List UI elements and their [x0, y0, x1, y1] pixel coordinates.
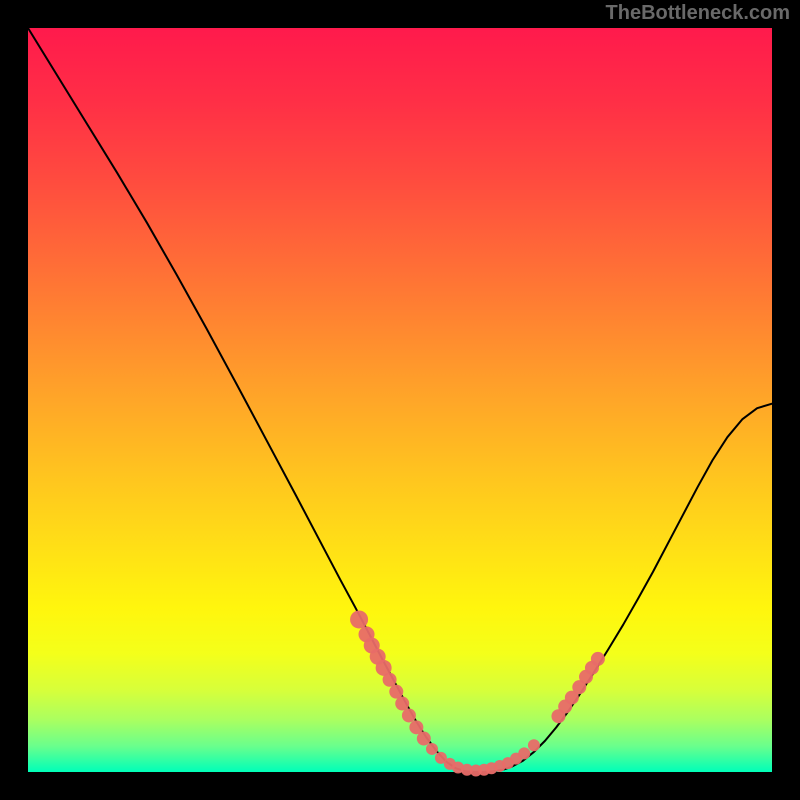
data-marker	[417, 732, 431, 746]
data-marker	[518, 747, 530, 759]
data-marker	[402, 708, 416, 722]
watermark-text: TheBottleneck.com	[606, 2, 790, 25]
data-marker	[389, 685, 403, 699]
data-marker	[350, 610, 368, 628]
data-marker	[426, 743, 438, 755]
plot-gradient	[28, 28, 772, 772]
data-marker	[383, 673, 397, 687]
bottleneck-chart	[0, 0, 800, 800]
data-marker	[591, 652, 605, 666]
data-marker	[528, 739, 540, 751]
chart-container: TheBottleneck.com	[0, 0, 800, 800]
data-marker	[395, 697, 409, 711]
